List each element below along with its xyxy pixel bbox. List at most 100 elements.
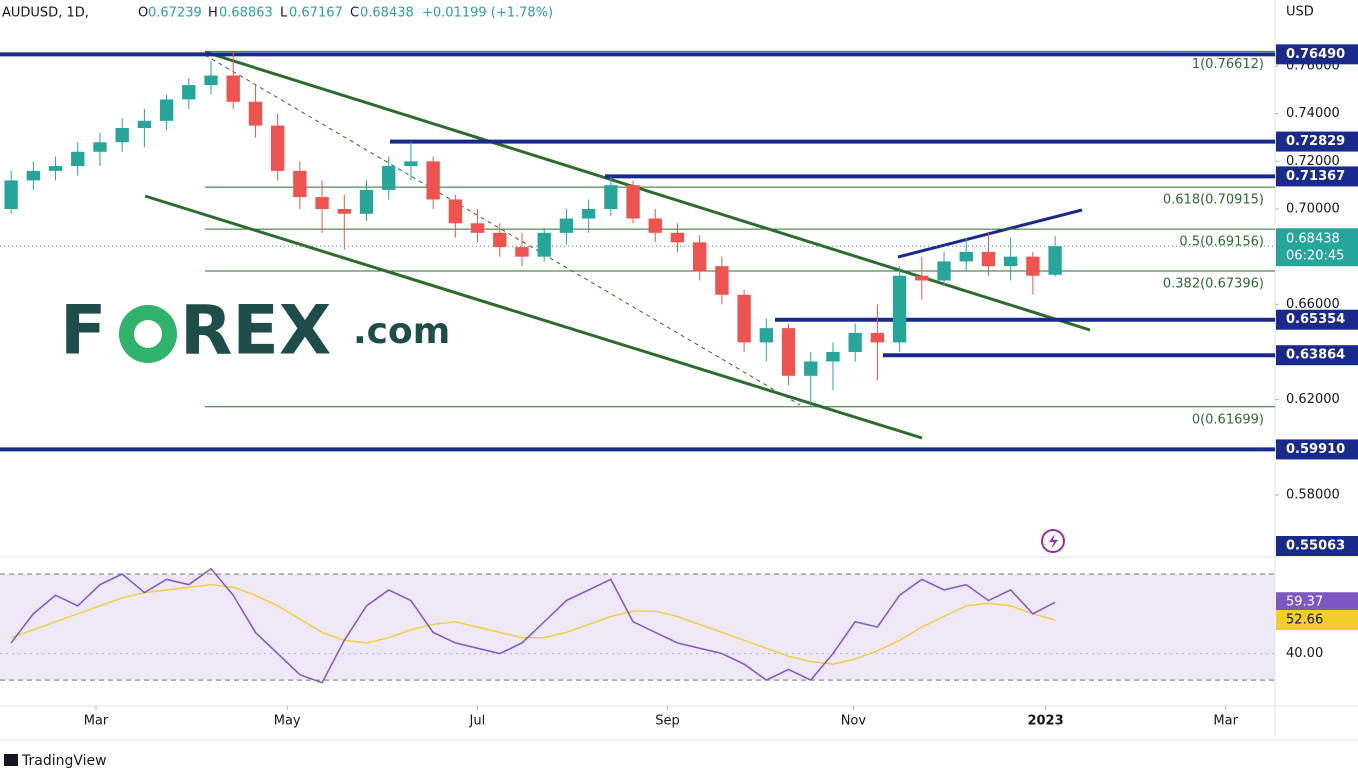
candle-body — [848, 332, 862, 352]
candle-body — [759, 328, 773, 343]
ohlc-value: 0.68863 — [219, 6, 273, 21]
y-tick-label: 0.66000 — [1286, 297, 1340, 312]
tv-icon — [4, 754, 18, 766]
candle-body — [981, 251, 996, 267]
candle-body — [537, 232, 551, 257]
fib-label: 0.382(0.67396) — [1163, 277, 1264, 292]
candle-body — [448, 199, 463, 224]
y-tick-label: 0.74000 — [1286, 106, 1340, 121]
candle-body — [270, 125, 285, 171]
ohlc-value: 0.68438 — [360, 6, 414, 21]
value-label: 52.66 — [1286, 613, 1323, 628]
candle-body — [71, 151, 85, 167]
candle-body — [581, 208, 596, 219]
ohlc-label: O — [138, 6, 148, 21]
candle-body — [626, 185, 640, 219]
logo: F REX .com — [60, 292, 450, 371]
value-label-box — [1276, 610, 1358, 631]
x-tick-label: 2023 — [1027, 714, 1063, 729]
level-label-box — [1276, 44, 1358, 65]
candle-body — [693, 242, 707, 271]
level-label: 0.63864 — [1286, 348, 1345, 363]
candle-body — [182, 85, 196, 100]
candle-body — [4, 180, 18, 209]
x-tick-label: May — [274, 714, 301, 729]
level-label-box — [1276, 309, 1358, 330]
x-tick-label: Nov — [841, 714, 867, 729]
candle-body — [137, 120, 152, 128]
candle-body — [204, 75, 218, 86]
ohlc-value: 0.67167 — [289, 6, 343, 21]
candle-body — [26, 170, 40, 181]
logo-text: REX — [180, 292, 331, 371]
candle-body — [1004, 256, 1018, 267]
candle-body — [915, 275, 929, 281]
fib-label: 0(0.61699) — [1192, 412, 1264, 427]
symbol: AUDUSD, 1D, — [2, 6, 89, 21]
fib-label: 0.618(0.70915) — [1163, 193, 1264, 208]
value-label: 59.37 — [1286, 595, 1323, 610]
y-tick-label: 0.72000 — [1286, 154, 1340, 169]
drawings — [144, 50, 1091, 440]
candle-body — [159, 99, 174, 121]
footer-brand: TradingView — [21, 753, 107, 769]
candle-body — [937, 261, 951, 281]
ohlc-label: C — [350, 6, 359, 21]
candle-body — [493, 232, 507, 248]
ohlc-label: L — [280, 6, 288, 21]
event-icon-bolt — [1049, 534, 1058, 549]
last-price-label: 0.68438 — [1286, 232, 1340, 247]
x-tick-label: Jul — [469, 714, 486, 729]
rsi-band — [0, 574, 1275, 680]
level-label: 0.65354 — [1286, 312, 1345, 327]
countdown: 06:20:45 — [1286, 249, 1344, 264]
level-label: 0.76490 — [1286, 47, 1345, 62]
candle-body — [648, 218, 662, 233]
candle-body — [226, 75, 240, 102]
logo-text: F — [60, 292, 106, 371]
candle-body — [315, 197, 329, 209]
candle-body — [892, 275, 907, 343]
candle-body — [382, 166, 396, 190]
event-icon — [1041, 529, 1065, 553]
candle-body — [804, 361, 818, 376]
candle-body — [359, 189, 374, 214]
fib-base-line — [204, 54, 801, 406]
level-label-box — [1276, 166, 1358, 187]
candle-body — [826, 351, 840, 362]
candle-body — [1026, 256, 1040, 276]
x-tick-label: Sep — [655, 714, 680, 729]
level-label: 0.71367 — [1286, 169, 1345, 184]
rsi-line — [10, 567, 1056, 684]
logo-suffix: .com — [353, 311, 450, 352]
last-price-box — [1276, 228, 1358, 267]
candle-body — [115, 127, 129, 143]
candle-body — [248, 101, 263, 126]
candle-body — [337, 208, 351, 214]
level-label: 0.55063 — [1286, 539, 1345, 554]
y-tick-label: 0.70000 — [1286, 201, 1340, 216]
level-label-box — [1276, 439, 1358, 460]
trend-line — [144, 194, 923, 440]
candle-body — [93, 142, 107, 152]
candle-body — [870, 332, 885, 343]
candle-body — [715, 266, 729, 295]
candle-body — [604, 185, 618, 209]
logo-o-inner — [134, 320, 162, 348]
level-label: 0.72829 — [1286, 134, 1345, 149]
candle-body — [737, 294, 751, 343]
x-tick-label: Mar — [84, 714, 109, 729]
candle-body — [1048, 246, 1062, 275]
currency: USD — [1286, 5, 1314, 20]
candle-body — [559, 218, 574, 233]
candle-body — [470, 223, 485, 233]
candle-body — [781, 328, 796, 376]
level-label-box — [1276, 536, 1358, 556]
x-tick-label: Mar — [1213, 714, 1238, 729]
candle-body — [426, 161, 440, 200]
fib-label: 0.5(0.69156) — [1179, 235, 1264, 250]
y-tick-label: 0.62000 — [1286, 392, 1340, 407]
candle-body — [404, 161, 418, 167]
y-tick-label: 40.00 — [1286, 646, 1323, 661]
